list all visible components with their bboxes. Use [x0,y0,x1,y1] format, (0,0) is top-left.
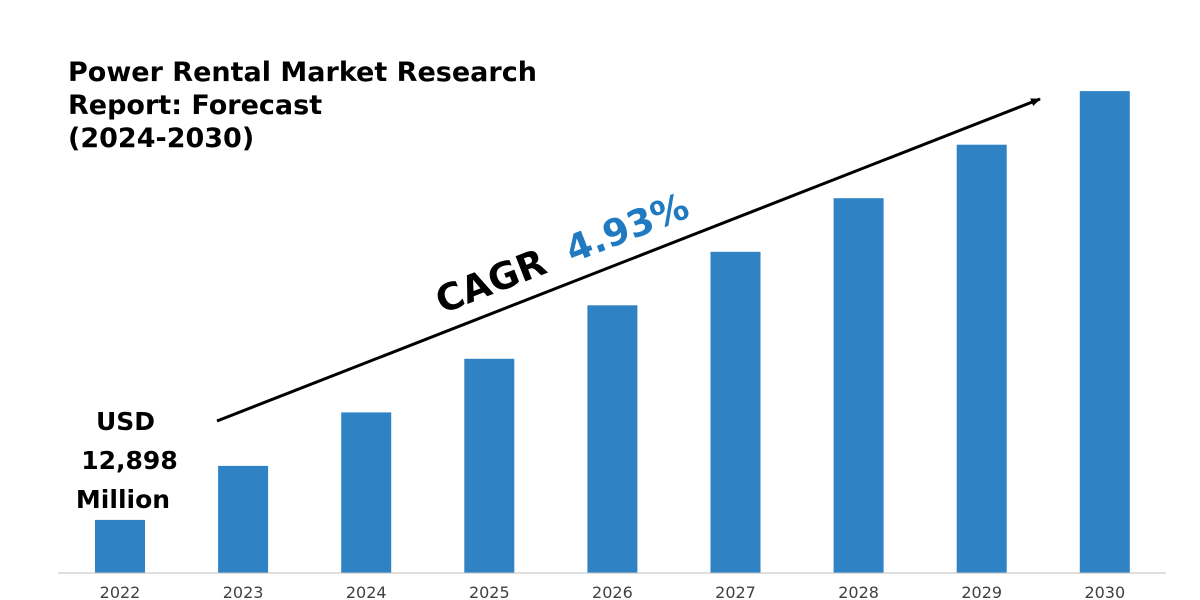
x-tick-label-2022: 2022 [100,583,141,600]
x-tick-label-2026: 2026 [592,583,633,600]
x-tick-label-2023: 2023 [223,583,264,600]
title-line-3: (2024-2030) [68,123,255,154]
bar-2027 [710,251,761,574]
x-axis-tick-labels: 2022 2023 2024 2025 2026 2027 2028 2029 2030 [100,583,1126,600]
bar-series [95,91,1130,574]
title-line-2: Report: Forecast [68,90,323,121]
x-tick-label-2025: 2025 [469,583,510,600]
cagr-label: CAGR [430,241,552,323]
bar-2024 [341,412,392,573]
title-line-1: Power Rental Market Research [68,57,537,88]
bar-2030 [1079,91,1130,573]
cagr-value: 4.93% [560,185,695,272]
bar-2028 [833,198,884,573]
x-tick-label-2029: 2029 [961,583,1002,600]
cagr-annotation: CAGR 4.93% [430,185,695,323]
x-tick-label-2027: 2027 [715,583,756,600]
start-value-currency: USD [95,407,156,436]
bar-2029 [956,144,1007,573]
start-value-label: USD 12,898 Million [72,402,187,519]
start-value-unit: Million [75,485,171,514]
bar-2022 [95,519,145,573]
cagr-trend-arrow [216,97,1041,423]
bar-2026 [587,305,638,573]
x-tick-label-2024: 2024 [346,583,387,600]
x-tick-label-2028: 2028 [838,583,879,600]
x-tick-label-2030: 2030 [1084,583,1125,600]
chart-title: Power Rental Market Research Report: For… [68,56,588,155]
bar-2023 [218,465,269,573]
bar-2025 [464,358,515,573]
start-value-amount: 12,898 [81,446,178,475]
